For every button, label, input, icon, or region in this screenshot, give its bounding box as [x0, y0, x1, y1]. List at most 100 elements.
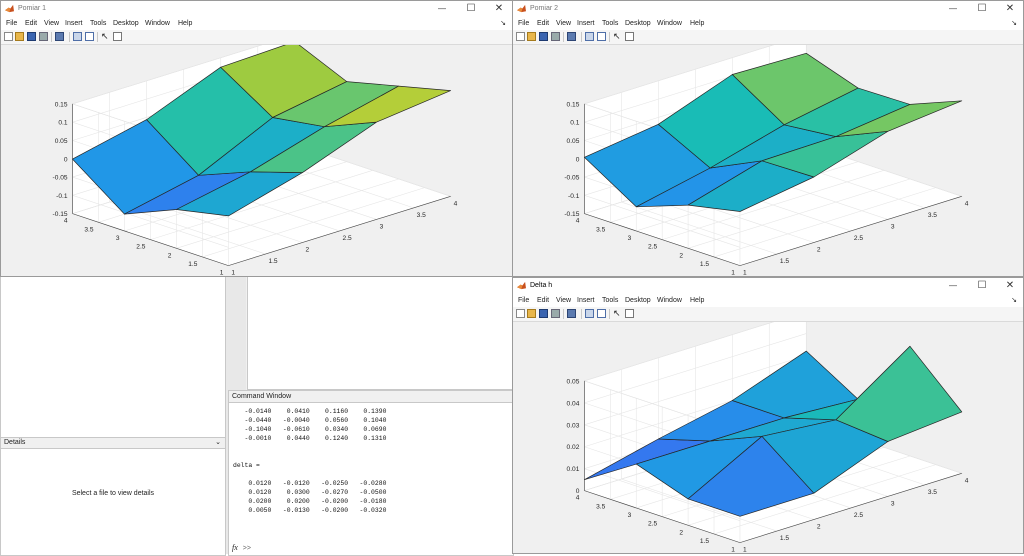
- grid-line: [202, 187, 425, 258]
- new-file-icon[interactable]: [516, 309, 525, 318]
- save-icon[interactable]: [539, 309, 548, 318]
- close-icon[interactable]: ✕: [1005, 280, 1015, 291]
- print-icon[interactable]: [39, 32, 48, 41]
- minimize-icon[interactable]: —: [438, 4, 446, 13]
- menu-edit[interactable]: Edit: [25, 20, 38, 27]
- minimize-icon[interactable]: —: [949, 281, 957, 290]
- window-titlebar[interactable]: Pomiar 2 — ☐ ✕: [513, 1, 1023, 17]
- dock-arrow-icon[interactable]: ↘: [1011, 297, 1017, 304]
- menu-file[interactable]: File: [6, 20, 18, 27]
- menu-edit[interactable]: Edit: [537, 20, 550, 27]
- figure-window-p2[interactable]: Pomiar 2 — ☐ ✕ File Edit View Insert Tools Deskto…: [512, 0, 1024, 277]
- menu-window[interactable]: Window: [145, 20, 170, 27]
- menu-desktop[interactable]: Desktop: [113, 20, 139, 27]
- new-file-icon[interactable]: [4, 32, 13, 41]
- menu-view[interactable]: View: [556, 20, 572, 27]
- menu-tools[interactable]: Tools: [90, 20, 107, 27]
- pointer-icon[interactable]: ↖: [613, 31, 621, 41]
- close-icon[interactable]: ✕: [494, 3, 504, 14]
- current-folder-panel[interactable]: [0, 276, 226, 438]
- y-tick-label: 3: [628, 512, 632, 519]
- print-icon[interactable]: [551, 309, 560, 318]
- details-title[interactable]: Details ⌄: [1, 438, 225, 449]
- menu-view[interactable]: View: [44, 20, 60, 27]
- menu-tools[interactable]: Tools: [602, 20, 619, 27]
- window-titlebar[interactable]: Pomiar 1 — ☐ ✕: [1, 1, 512, 17]
- grid-line: [584, 45, 774, 105]
- menu-view[interactable]: View: [556, 297, 572, 304]
- grid-line: [662, 170, 885, 240]
- new-file-icon[interactable]: [516, 32, 525, 41]
- chevron-down-icon[interactable]: ⌄: [215, 439, 221, 446]
- window-titlebar[interactable]: Delta h — ☐ ✕: [513, 278, 1023, 294]
- menu-file[interactable]: File: [518, 20, 530, 27]
- figure-window-dh[interactable]: Delta h — ☐ ✕ File Edit View Insert Tools Desktop…: [512, 277, 1024, 554]
- panel-icon[interactable]: [625, 309, 634, 318]
- plot-area[interactable]: 1 1.5 2 2.5 3 3.5 4 1 1.5 2 2.5 3 3.5 4 0 0.01 0.02 0.03 0…: [513, 322, 1023, 553]
- link-icon[interactable]: [597, 32, 606, 41]
- print-icon[interactable]: [551, 32, 560, 41]
- print-preview-icon[interactable]: [55, 32, 64, 41]
- surface-patch: [835, 345, 963, 442]
- save-icon[interactable]: [539, 32, 548, 41]
- surface-plot[interactable]: 11.522.533.5411.522.533.54-0.15-0.1-0.05…: [513, 45, 1023, 276]
- menu-file[interactable]: File: [518, 297, 530, 304]
- panel-icon[interactable]: [625, 32, 634, 41]
- command-output-line: 0.0120 0.0300 -0.0270 -0.0500: [233, 489, 387, 496]
- menu-edit[interactable]: Edit: [537, 297, 550, 304]
- plot-area[interactable]: 1 1.5 2 2.5 3 3.5 4 1 1.5 2 2.5 3 3.5 4 -0.15 -0.1 -0.05…: [1, 45, 512, 276]
- dock-arrow-icon[interactable]: ↘: [500, 20, 506, 27]
- menu-help[interactable]: Help: [690, 20, 705, 27]
- grid-line: [713, 464, 936, 535]
- menu-insert[interactable]: Insert: [65, 20, 83, 27]
- surface-plot[interactable]: 11.522.533.5411.522.533.54-0.15-0.1-0.05…: [1, 45, 512, 276]
- panel-icon[interactable]: [113, 32, 122, 41]
- open-file-icon[interactable]: [527, 309, 536, 318]
- plot-area[interactable]: 1 1.5 2 2.5 3 3.5 4 1 1.5 2 2.5 3 3.5 4 -0.15 -0.1 -0.05…: [513, 45, 1023, 276]
- y-tick-label: 3.5: [596, 226, 605, 233]
- axes: 11.522.533.5411.522.533.54-0.15-0.1-0.05…: [564, 45, 969, 276]
- pointer-icon[interactable]: ↖: [613, 308, 621, 318]
- surface-plot[interactable]: 11.522.533.5411.522.533.5400.010.020.030…: [513, 322, 1023, 553]
- fx-icon[interactable]: fx: [232, 543, 238, 552]
- pointer-icon[interactable]: ↖: [101, 31, 109, 41]
- print-preview-icon[interactable]: [567, 32, 576, 41]
- dock-icon[interactable]: [585, 32, 594, 41]
- workspace-panel[interactable]: [247, 276, 514, 390]
- open-file-icon[interactable]: [527, 32, 536, 41]
- menu-desktop[interactable]: Desktop: [625, 20, 651, 27]
- menu-tools[interactable]: Tools: [602, 297, 619, 304]
- command-output-line: -0.1040 -0.0610 0.0340 0.0690: [233, 426, 387, 433]
- menu-window[interactable]: Window: [657, 20, 682, 27]
- matlab-desktop: Details ⌄ Select a file to view details …: [0, 276, 514, 556]
- close-icon[interactable]: ✕: [1005, 3, 1015, 14]
- x-tick-label: 2: [817, 247, 821, 254]
- figure-window-p1[interactable]: Pomiar 1 — ☐ ✕ File Edit View Insert Tools Deskto…: [0, 0, 513, 277]
- y-axis-line: [72, 213, 229, 266]
- x-tick-label: 3: [380, 223, 384, 230]
- menu-help[interactable]: Help: [178, 20, 193, 27]
- command-window[interactable]: Command Window -0.0140 0.0410 0.1160 0.1…: [228, 390, 514, 556]
- menu-insert[interactable]: Insert: [577, 297, 595, 304]
- dock-icon[interactable]: [73, 32, 82, 41]
- x-tick-label: 2.5: [343, 235, 352, 242]
- link-icon[interactable]: [85, 32, 94, 41]
- surface-patch: [835, 100, 963, 137]
- print-preview-icon[interactable]: [567, 309, 576, 318]
- menu-insert[interactable]: Insert: [577, 20, 595, 27]
- window-title: Pomiar 2: [530, 5, 559, 12]
- maximize-icon[interactable]: ☐: [466, 3, 476, 14]
- minimize-icon[interactable]: —: [949, 4, 957, 13]
- save-icon[interactable]: [27, 32, 36, 41]
- dock-icon[interactable]: [585, 309, 594, 318]
- menu-bar: File Edit View Insert Tools Desktop Window Help…: [1, 17, 512, 30]
- open-file-icon[interactable]: [15, 32, 24, 41]
- menu-desktop[interactable]: Desktop: [625, 297, 651, 304]
- dock-arrow-icon[interactable]: ↘: [1011, 20, 1017, 27]
- menu-help[interactable]: Help: [690, 297, 705, 304]
- maximize-icon[interactable]: ☐: [977, 3, 987, 14]
- maximize-icon[interactable]: ☐: [977, 280, 987, 291]
- menu-window[interactable]: Window: [657, 297, 682, 304]
- link-icon[interactable]: [597, 309, 606, 318]
- command-prompt[interactable]: fx >>: [232, 543, 251, 552]
